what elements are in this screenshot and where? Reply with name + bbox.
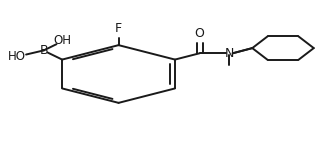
- Text: N: N: [225, 47, 234, 60]
- Text: HO: HO: [8, 50, 26, 63]
- Text: OH: OH: [54, 34, 72, 46]
- Text: B: B: [39, 44, 48, 57]
- Text: O: O: [195, 27, 204, 40]
- Text: F: F: [115, 22, 122, 35]
